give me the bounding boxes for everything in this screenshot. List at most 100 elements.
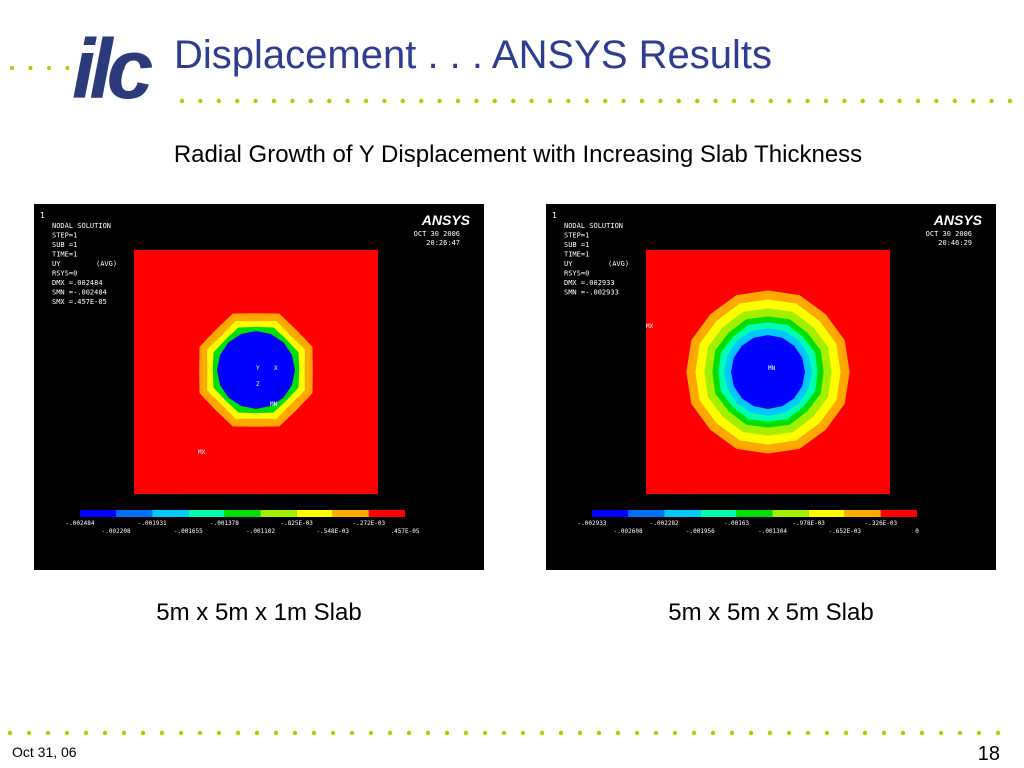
dot [387, 730, 393, 736]
solution-info: SUB =1 [52, 241, 77, 249]
dot [976, 730, 982, 736]
dot [419, 98, 424, 104]
plot-marker: MN [768, 365, 776, 372]
dot [748, 730, 754, 736]
title: Displacement . . . ANSYS Results [174, 33, 772, 77]
solution-info: UY [564, 260, 573, 268]
dot [729, 730, 735, 736]
legend-swatch [736, 510, 773, 517]
avg-label: (AVG) [608, 260, 629, 268]
legend-label: -.001378 [210, 520, 239, 527]
footer-date: Oct 31, 06 [12, 744, 77, 760]
dot [216, 98, 221, 104]
dot [843, 730, 849, 736]
legend-label: -.825E-03 [280, 520, 313, 527]
dot [710, 730, 716, 736]
solution-info: SUB =1 [564, 241, 589, 249]
dot [603, 98, 608, 104]
legend-label: -.001655 [174, 528, 203, 535]
dot [84, 66, 88, 70]
dot [308, 98, 313, 104]
plot-marker: MX [646, 323, 654, 330]
legend-swatch [664, 510, 701, 517]
solution-info: TIME=1 [52, 251, 77, 259]
solution-info: UY [52, 260, 61, 268]
dot [934, 98, 939, 104]
legend-swatch [628, 510, 665, 517]
time: 20:26:47 [426, 239, 460, 247]
dot [750, 98, 755, 104]
dot [919, 730, 925, 736]
decor-dots [7, 66, 1013, 736]
dot [691, 730, 697, 736]
dot [26, 730, 32, 736]
dot [121, 730, 127, 736]
dot [547, 98, 553, 104]
caption: 5m x 5m x 5m Slab [668, 599, 873, 626]
solution-info: SMN =-.002484 [52, 289, 107, 297]
legend-swatch [368, 510, 405, 517]
solution-info: DMX =.002484 [52, 279, 103, 287]
dot [65, 66, 70, 70]
dot [879, 98, 884, 104]
dot [957, 730, 963, 736]
dot [327, 98, 332, 104]
dot [159, 730, 165, 736]
logo: ilc [72, 22, 153, 116]
dot [406, 730, 412, 736]
dot [767, 730, 773, 736]
dot [805, 730, 811, 736]
dot [253, 98, 258, 104]
dot [529, 98, 534, 104]
dot [615, 730, 621, 736]
dot [382, 98, 387, 104]
dot [10, 66, 14, 70]
legend-label: -.002208 [102, 528, 131, 535]
dot [311, 730, 317, 736]
dot [198, 98, 203, 104]
window-number: 1 [40, 211, 45, 220]
legend-label: -.548E-03 [317, 528, 350, 535]
dot [695, 98, 700, 104]
legend-swatch [188, 510, 225, 517]
dot [330, 730, 336, 736]
dot [786, 730, 792, 736]
dot [179, 98, 185, 104]
legend-swatch [116, 510, 153, 517]
solution-info: DMX =.002933 [564, 279, 615, 287]
legend-swatch [152, 510, 189, 517]
solution-info: SMN =-.002933 [564, 289, 619, 297]
legend-label: -.001956 [686, 528, 715, 535]
dot [216, 730, 222, 736]
contour [217, 331, 295, 409]
legend-swatch [332, 510, 369, 517]
dot [83, 730, 89, 736]
dot [971, 98, 976, 104]
legend-label: 0 [915, 528, 919, 535]
dot [731, 98, 737, 104]
dot [658, 98, 663, 104]
dot [824, 730, 830, 736]
dot [235, 98, 240, 104]
dot [1007, 98, 1013, 104]
contour [731, 335, 805, 409]
dot [7, 730, 13, 736]
dot [952, 98, 957, 104]
dot [121, 66, 125, 70]
dot [140, 730, 146, 736]
dot [102, 66, 107, 70]
dot [621, 98, 626, 104]
legend-label: -.00163 [724, 520, 750, 527]
legend-label: -.326E-03 [865, 520, 898, 527]
dot [639, 98, 645, 104]
dot [254, 730, 260, 736]
legend-label: .457E-05 [391, 528, 420, 535]
window-number: 1 [552, 211, 557, 220]
legend-label: -.001931 [138, 520, 167, 527]
dot [805, 98, 810, 104]
dot [349, 730, 355, 736]
legend-label: -.002933 [578, 520, 607, 527]
dot [995, 730, 1001, 736]
